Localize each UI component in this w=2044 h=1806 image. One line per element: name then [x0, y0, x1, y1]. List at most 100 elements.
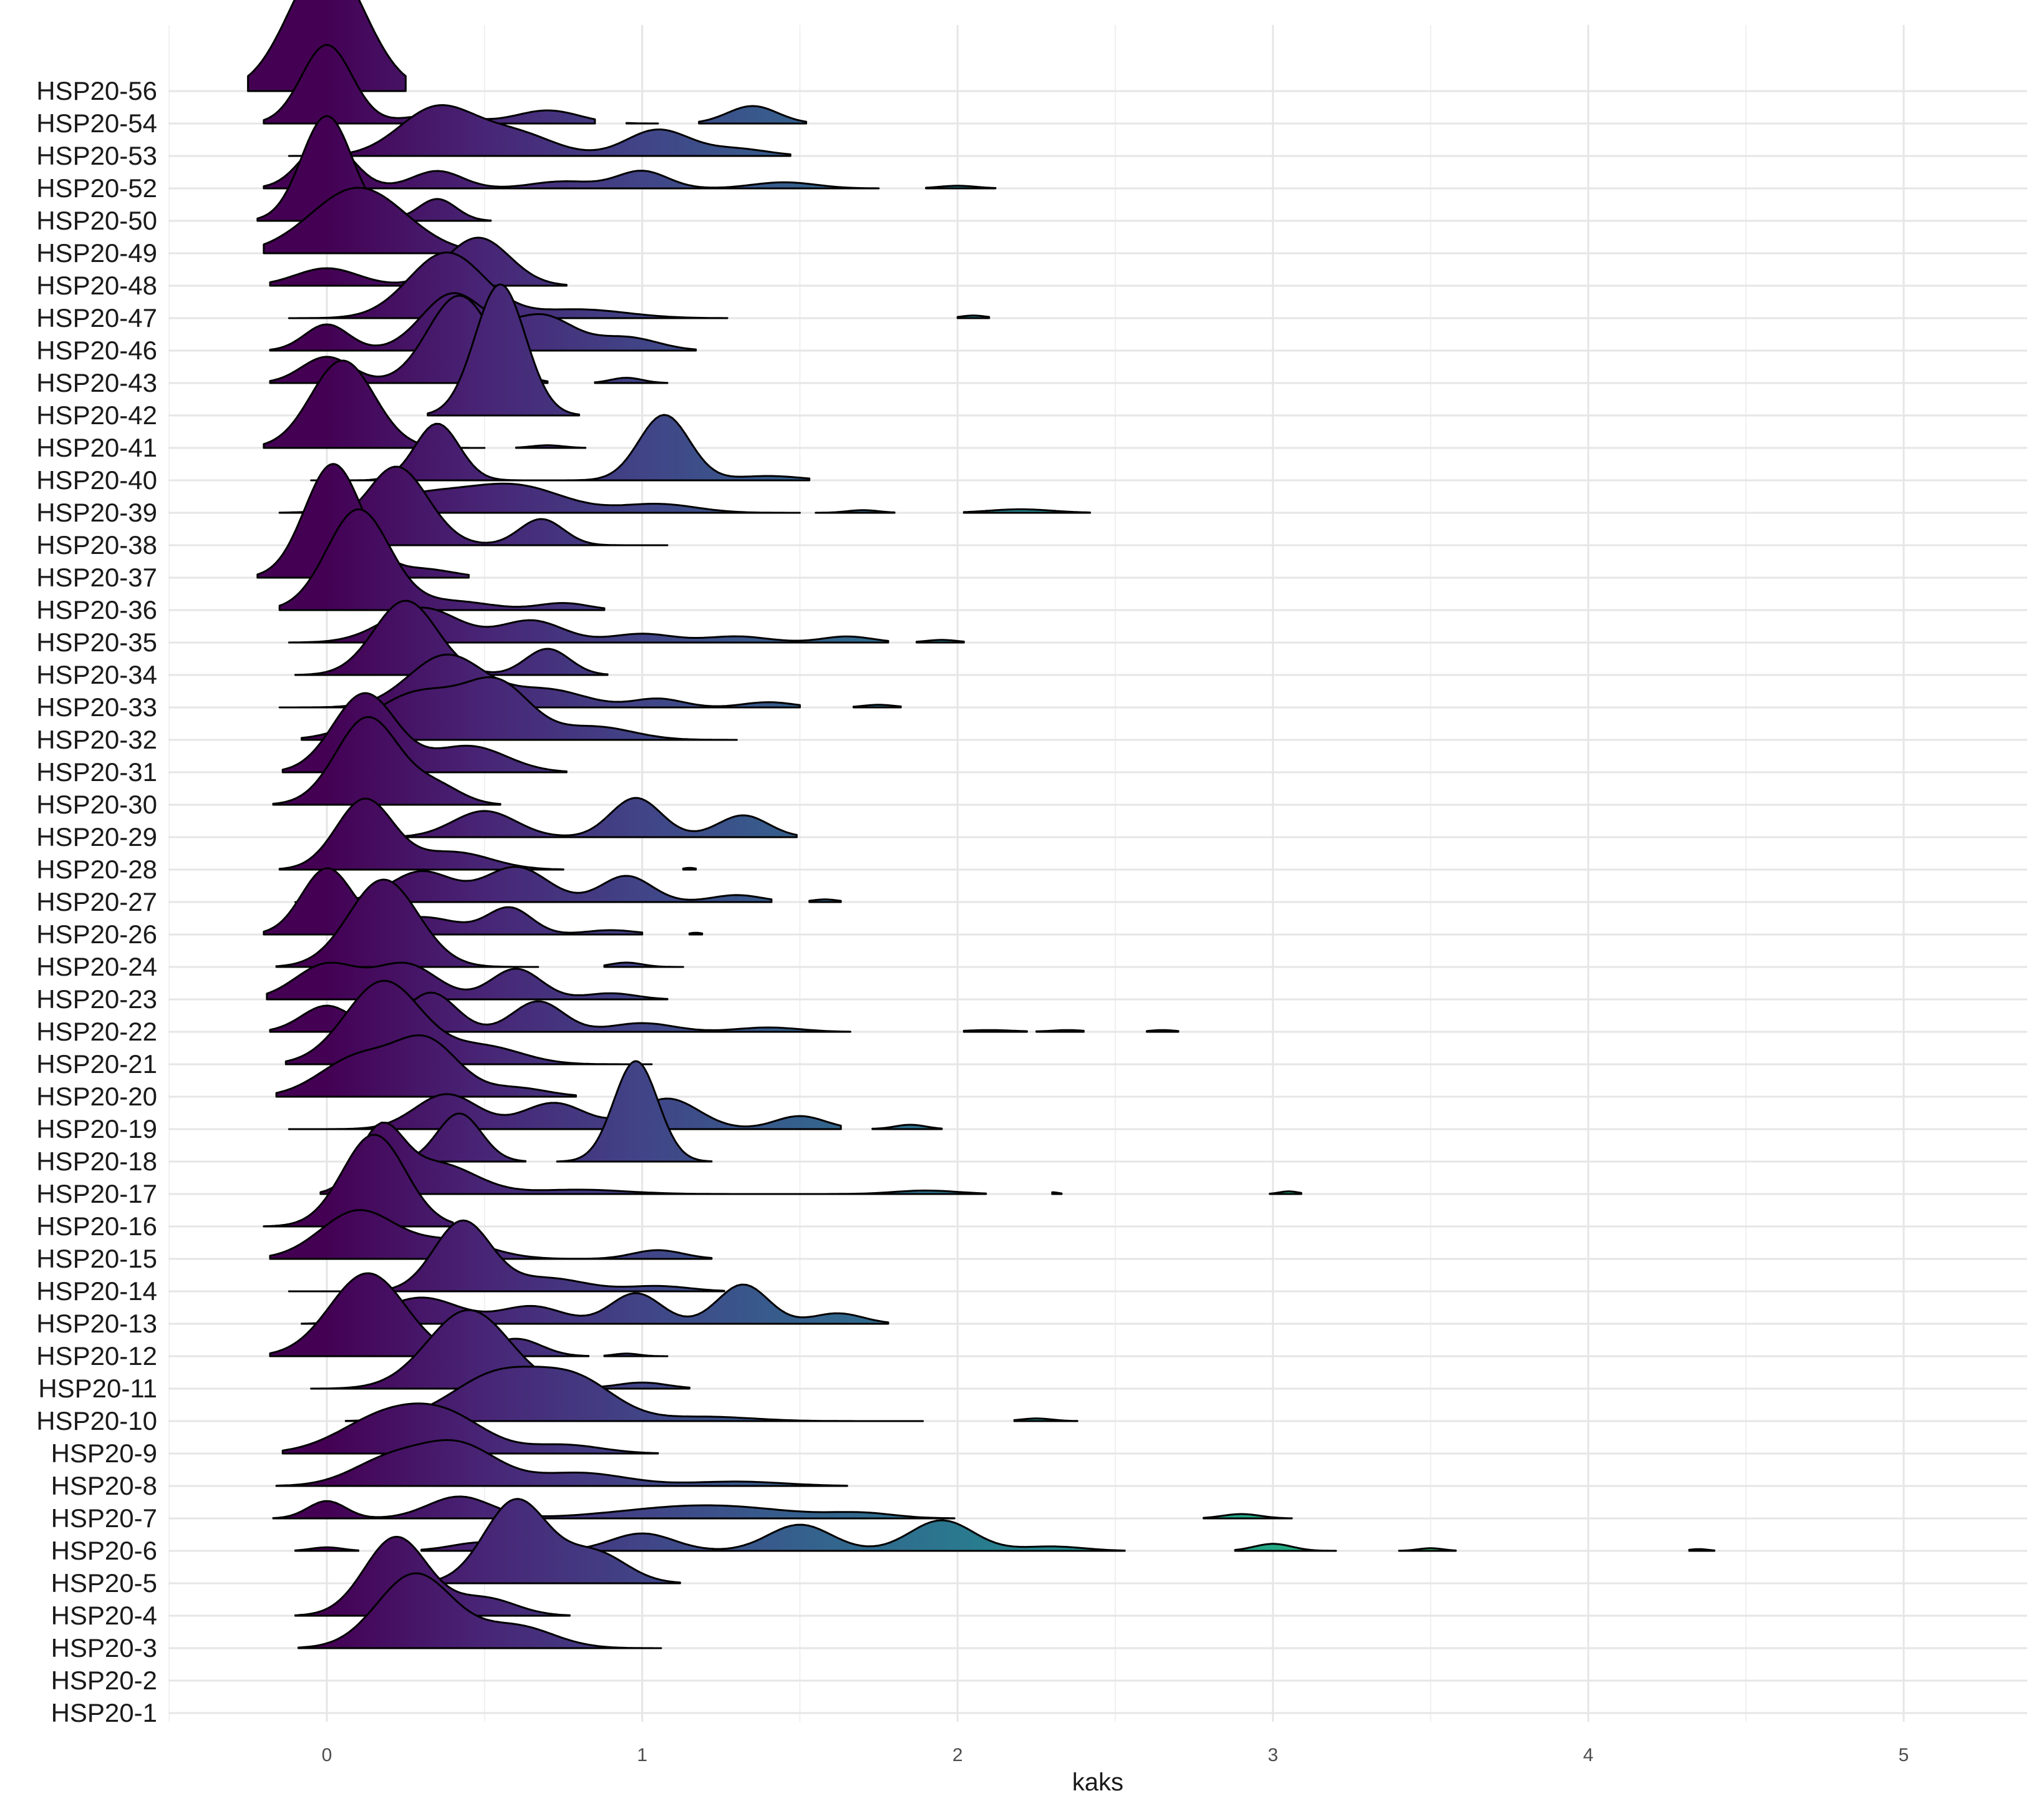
ridge-hsp20-49: [263, 187, 492, 255]
y-tick-label: HSP20-22: [36, 1017, 157, 1046]
ridge-hsp20-52: [263, 139, 880, 190]
ridge-hsp20-35: [916, 639, 965, 644]
y-tick-label: HSP20-28: [36, 855, 157, 884]
ridge-hsp20-22: [1146, 1029, 1179, 1033]
ridge-hsp20-27: [808, 898, 842, 903]
ridge-hsp20-19: [871, 1124, 943, 1130]
ridge-hsp20-17: [1269, 1190, 1302, 1195]
x-axis-title: kaks: [1072, 1769, 1123, 1796]
ridge-hsp20-6: [1234, 1543, 1337, 1552]
y-tick-label: HSP20-16: [36, 1211, 157, 1241]
y-tick-label: HSP20-21: [36, 1049, 157, 1079]
ridge-layer: [247, 0, 1716, 1649]
y-tick-label: HSP20-10: [36, 1406, 157, 1435]
ridge-hsp20-26: [688, 931, 704, 936]
y-tick-label: HSP20-3: [51, 1633, 157, 1663]
y-tick-label: HSP20-39: [36, 498, 157, 527]
ridge-hsp20-22: [1035, 1029, 1085, 1033]
ridge-hsp20-24: [603, 961, 684, 968]
y-tick-label: HSP20-20: [36, 1082, 157, 1111]
x-tick-label: 3: [1267, 1745, 1278, 1765]
y-tick-label: HSP20-38: [36, 530, 157, 560]
ridge-hsp20-33: [852, 704, 902, 709]
y-tick-label: HSP20-49: [36, 238, 157, 268]
ridge-hsp20-28: [682, 867, 697, 871]
ridge-hsp20-43: [594, 377, 669, 384]
y-tick-label: HSP20-42: [36, 401, 157, 430]
y-tick-label: HSP20-32: [36, 725, 157, 754]
ridge-hsp20-39: [962, 508, 1092, 514]
x-tick-label: 0: [322, 1745, 332, 1765]
y-tick-label: HSP20-12: [36, 1341, 157, 1371]
ridge-hsp20-22: [962, 1029, 1028, 1033]
ridge-hsp20-11: [310, 1309, 690, 1390]
ridge-hsp20-7: [1203, 1513, 1293, 1520]
ridge-hsp20-42: [427, 283, 580, 417]
y-tick-label: HSP20-52: [36, 173, 157, 203]
ridge-hsp20-7: [272, 1495, 956, 1520]
y-tick-label: HSP20-2: [51, 1666, 157, 1695]
y-tick-label: HSP20-54: [36, 109, 157, 138]
y-tick-label: HSP20-24: [36, 952, 157, 981]
y-tick-label: HSP20-36: [36, 595, 157, 624]
ridge-hsp20-39: [815, 509, 896, 514]
ridge-hsp20-53: [288, 104, 792, 157]
ridge-hsp20-28: [278, 797, 564, 871]
y-tick-label: HSP20-1: [51, 1698, 157, 1727]
y-tick-label: HSP20-47: [36, 303, 157, 333]
y-tick-label: HSP20-40: [36, 465, 157, 495]
y-tick-label: HSP20-34: [36, 660, 157, 689]
x-tick-label: 1: [637, 1745, 647, 1765]
y-tick-label: HSP20-30: [36, 790, 157, 819]
ridge-hsp20-10: [344, 1366, 924, 1422]
ridge-hsp20-6: [1398, 1547, 1457, 1552]
y-tick-label: HSP20-19: [36, 1114, 157, 1143]
ridge-hsp20-47: [956, 314, 991, 319]
ridge-hsp20-9: [281, 1402, 659, 1455]
y-tick-label: HSP20-50: [36, 206, 157, 235]
ridge-hsp20-6: [1688, 1548, 1716, 1552]
ridge-hsp20-41: [515, 444, 587, 449]
x-tick-label: 2: [952, 1745, 963, 1765]
ridge-hsp20-30: [272, 716, 501, 806]
ridge-hsp20-16: [263, 1134, 454, 1228]
ridge-hsp20-52: [925, 185, 997, 190]
ridge-hsp20-21: [284, 979, 653, 1066]
y-tick-label: HSP20-48: [36, 271, 157, 300]
ridge-hsp20-20: [275, 1034, 577, 1098]
y-tick-label: HSP20-37: [36, 563, 157, 592]
y-tick-label: HSP20-56: [36, 76, 157, 105]
y-tick-label: HSP20-4: [51, 1601, 157, 1630]
ridge-hsp20-24: [275, 878, 540, 968]
ridge-hsp20-54: [625, 122, 659, 125]
y-tick-label: HSP20-23: [36, 984, 157, 1014]
ridge-hsp20-12: [269, 1272, 590, 1357]
y-tick-label: HSP20-18: [36, 1147, 157, 1176]
y-tick-label: HSP20-13: [36, 1309, 157, 1338]
ridge-hsp20-19: [288, 1093, 842, 1130]
y-tick-label: HSP20-26: [36, 920, 157, 949]
y-tick-label: HSP20-11: [38, 1374, 157, 1403]
y-tick-label: HSP20-5: [51, 1568, 157, 1598]
x-tick-label: 4: [1583, 1745, 1594, 1765]
y-tick-label: HSP20-17: [36, 1179, 157, 1208]
y-tick-label: HSP20-33: [36, 692, 157, 722]
y-axis-labels: HSP20-56 HSP20-54 HSP20-53 HSP20-52 HSP20-50…: [36, 76, 157, 1727]
y-tick-label: HSP20-9: [51, 1439, 157, 1468]
y-tick-label: HSP20-41: [36, 433, 157, 462]
ridge-hsp20-23: [266, 961, 669, 1001]
ridge-hsp20-3: [298, 1572, 662, 1649]
y-tick-label: HSP20-7: [51, 1503, 157, 1533]
y-tick-label: HSP20-27: [36, 887, 157, 916]
ridge-hsp20-12: [603, 1352, 669, 1357]
x-axis-labels: 0 1 2 3 4 5: [322, 1745, 1909, 1765]
ridge-hsp20-4: [294, 1536, 571, 1617]
ridge-hsp20-18: [556, 1060, 713, 1163]
y-tick-label: HSP20-15: [36, 1244, 157, 1273]
y-tick-label: HSP20-53: [36, 141, 157, 170]
y-tick-label: HSP20-8: [51, 1471, 157, 1500]
ridge-hsp20-29: [382, 797, 798, 838]
y-tick-label: HSP20-46: [36, 336, 157, 365]
ridge-hsp20-54: [698, 105, 807, 125]
